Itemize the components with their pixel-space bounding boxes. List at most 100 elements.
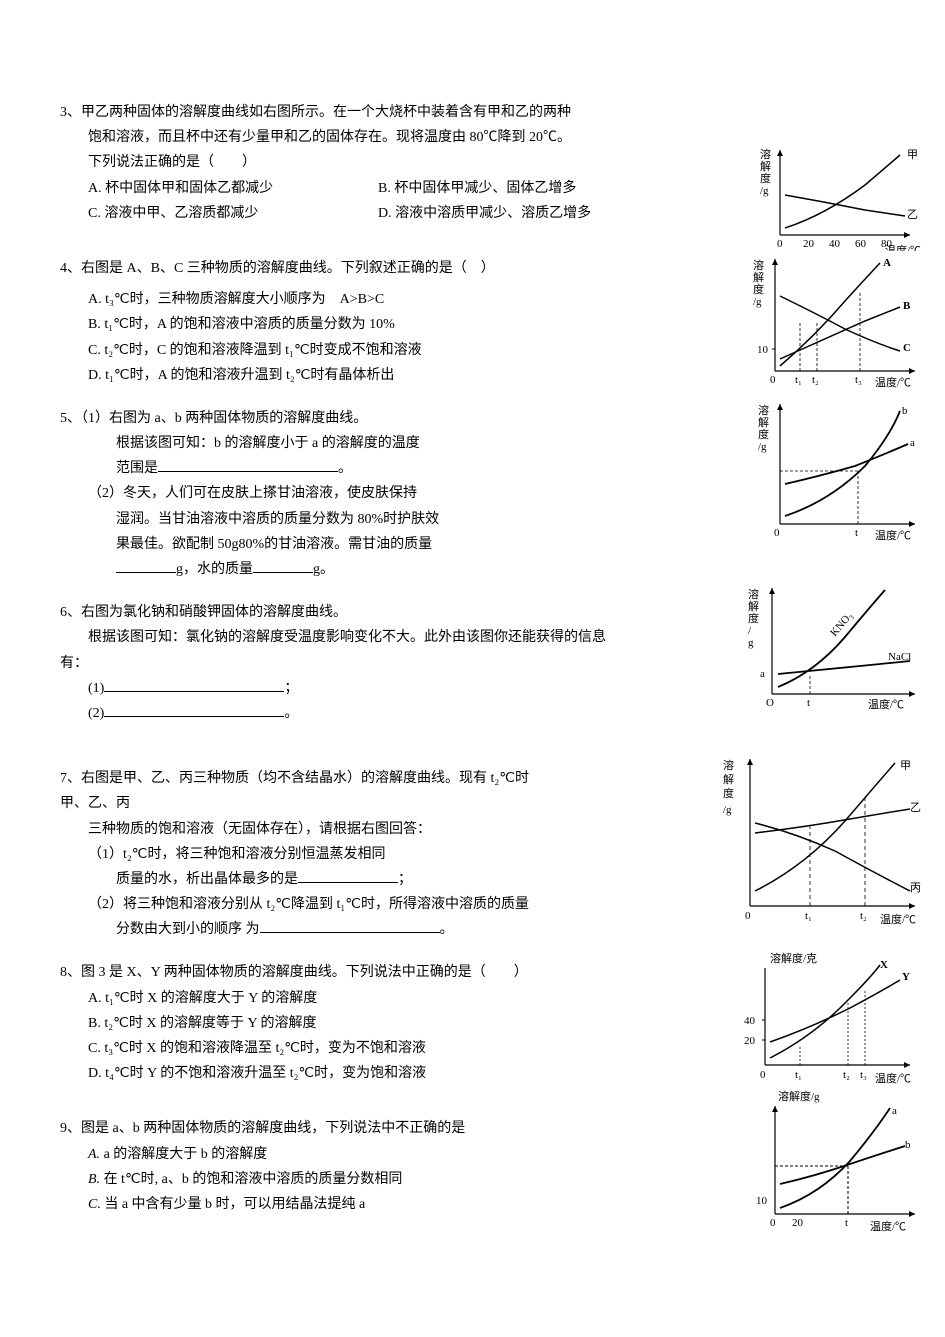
q9-stem: 图是 a、b 两种固体物质的溶解度曲线，下列说法中不正确的是 (81, 1121, 465, 1136)
q5-yl4: /g (758, 441, 767, 453)
q4-xlabel: 温度/℃ (875, 375, 911, 389)
q5-blank2[interactable] (116, 557, 176, 573)
q3-num: 3、 (60, 105, 81, 120)
q5-la: a (910, 437, 915, 449)
q3-optA: A. 杯中固体甲和固体乙都减少 (88, 176, 328, 201)
q5-p1c: 范围是 (116, 461, 158, 476)
q5-p1d: 。 (338, 461, 352, 476)
q8-xt1: t₁ (795, 1069, 802, 1081)
q6-blank1[interactable] (104, 676, 284, 692)
q6-blank2[interactable] (104, 701, 284, 717)
q5-num: 5、 (60, 411, 81, 426)
q3-x3: 60 (855, 238, 867, 250)
q6-yl1: 溶 (748, 587, 759, 601)
q7-p2b: 分数由大到小的顺序 为 (116, 922, 260, 937)
q5-p1a: （1）右图为 a、b 两种固体物质的溶解度曲线。 (81, 411, 367, 426)
q6-b1b: ； (284, 681, 298, 696)
q5-blank3[interactable] (253, 557, 313, 573)
q7-xt1: t₁ (805, 910, 812, 922)
q7-p1b: 质量的水，析出晶体最多的是 (116, 872, 298, 887)
q7-l3: 丙 (910, 882, 921, 894)
svg-text:0: 0 (770, 374, 776, 386)
q7-l1: 甲 (900, 760, 911, 772)
q7-xt2: t₂ (860, 910, 867, 922)
q7-xlabel: 温度/℃ (880, 912, 916, 926)
q5-yl2: 解 (758, 415, 769, 429)
q9-chart: 溶解度/g a b 10 0 20 t 温度/℃ (740, 1086, 925, 1236)
q8-xt2: t₂ (843, 1069, 850, 1081)
q6-o: O (766, 697, 774, 709)
q3-optC: C. 溶液中甲、乙溶质都减少 (88, 201, 328, 226)
q3-x1: 20 (803, 238, 815, 250)
q4-yl4: /g (753, 296, 762, 308)
q3-optB: B. 杯中固体甲减少、固体乙增多 (378, 176, 618, 201)
q4-xt3: t₃ (855, 374, 862, 386)
q6-b2b: 。 (284, 706, 298, 721)
q5-yl1: 溶 (758, 403, 769, 417)
q9-o: 0 (770, 1217, 776, 1229)
question-5: 5、（1）右图为 a、b 两种固体物质的溶解度曲线。 根据该图可知：b 的溶解度… (60, 406, 905, 582)
q7-blank1[interactable] (298, 867, 398, 883)
q3-chart: 溶 解 度 /g 甲 乙 0 20 40 60 80 温度/℃ (755, 140, 925, 255)
q4-xt2: t₂ (812, 374, 819, 386)
question-6: 6、右图为氯化钠和硝酸钾固体的溶解度曲线。 根据该图可知：氯化钠的溶解度受温度影… (60, 600, 905, 726)
q7-yl3: 度 (723, 786, 734, 800)
q4-chart: 溶 解 度 /g A B C 10 t₁ t₂ t₃ 温度/℃ 0 (745, 251, 925, 391)
q4-lc: C (903, 342, 911, 354)
q3-yl1: 溶 (760, 147, 771, 161)
q8-o: 0 (760, 1069, 766, 1081)
q5-yl3: 度 (758, 427, 769, 441)
q7-num: 7、 (60, 771, 81, 786)
q5-xlabel: 温度/℃ (875, 528, 911, 542)
q4-stem: 右图是 A、B、C 三种物质的溶解度曲线。下列叙述正确的是（ ） (81, 261, 495, 276)
q4-lb: B (903, 300, 911, 312)
q6-yl5: g (748, 637, 754, 649)
q3-x0: 0 (777, 238, 783, 250)
q6-yl2: 解 (748, 599, 759, 613)
q8-lx: X (880, 959, 888, 971)
q4-xt1: t₁ (795, 374, 802, 386)
q4-num: 4、 (60, 261, 81, 276)
q3-jia: 甲 (907, 149, 918, 161)
q7-blank2[interactable] (260, 917, 440, 933)
q6-xlabel: 温度/℃ (868, 697, 904, 711)
q7-yl4: /g (723, 804, 732, 816)
q5-chart: 溶 解 度 /g b a 0 t 温度/℃ (750, 396, 925, 546)
question-8: 8、图 3 是 X、Y 两种固体物质的溶解度曲线。下列说法中正确的是（ ） A.… (60, 960, 905, 1086)
q9-xlabel: 温度/℃ (870, 1219, 906, 1233)
q3-yi: 乙 (907, 208, 918, 221)
q6-yl4: / (748, 625, 752, 637)
q6-yl3: 度 (748, 611, 759, 625)
q6-ya: a (760, 668, 765, 680)
q7-chart: 溶 解 度 /g 甲 乙 丙 0 t₁ t₂ 温度/℃ (715, 751, 925, 931)
q5-p2d1: g，水的质量 (176, 562, 253, 577)
q8-xt3: t₃ (860, 1069, 867, 1081)
q3-yl2: 解 (760, 159, 771, 173)
q9-x20: 20 (792, 1217, 804, 1229)
q3-x2: 40 (829, 238, 841, 250)
question-4: 4、右图是 A、B、C 三种物质的溶解度曲线。下列叙述正确的是（ ） A. t₃… (60, 256, 905, 388)
q9-lb: b (905, 1139, 911, 1151)
q8-ly: Y (902, 971, 910, 983)
q3-yl4: /g (760, 185, 769, 197)
q7-l2: 乙 (910, 801, 921, 814)
q6-l2: NaCl (888, 651, 911, 663)
q3-optD: D. 溶液中溶质甲减少、溶质乙增多 (378, 201, 618, 226)
q7-yl1: 溶 (723, 758, 734, 772)
q5-o: 0 (774, 527, 780, 539)
q7-o: 0 (745, 910, 751, 922)
q6-b1a: (1) (88, 681, 104, 696)
q9-y10: 10 (756, 1195, 768, 1207)
question-7: 7、右图是甲、乙、丙三种物质（均不含结晶水）的溶解度曲线。现有 t₂℃时 甲、乙… (60, 766, 905, 942)
q7-p1c: ； (398, 872, 412, 887)
q5-blank1[interactable] (158, 456, 338, 472)
q9-ylabel: 溶解度/g (778, 1089, 820, 1103)
q6-l1: KNO₃ (828, 610, 855, 639)
q8-stem: 图 3 是 X、Y 两种固体物质的溶解度曲线。下列说法中正确的是（ ） (81, 965, 528, 980)
q9-la: a (892, 1105, 897, 1117)
q6-b2a: (2) (88, 706, 104, 721)
q7-p2c: 。 (440, 922, 454, 937)
question-3: 3、甲乙两种固体的溶解度曲线如右图所示。在一个大烧杯中装着含有甲和乙的两种 饱和… (60, 100, 905, 226)
q5-p2d2: g。 (313, 562, 334, 577)
q8-ylabel: 溶解度/克 (770, 951, 817, 965)
